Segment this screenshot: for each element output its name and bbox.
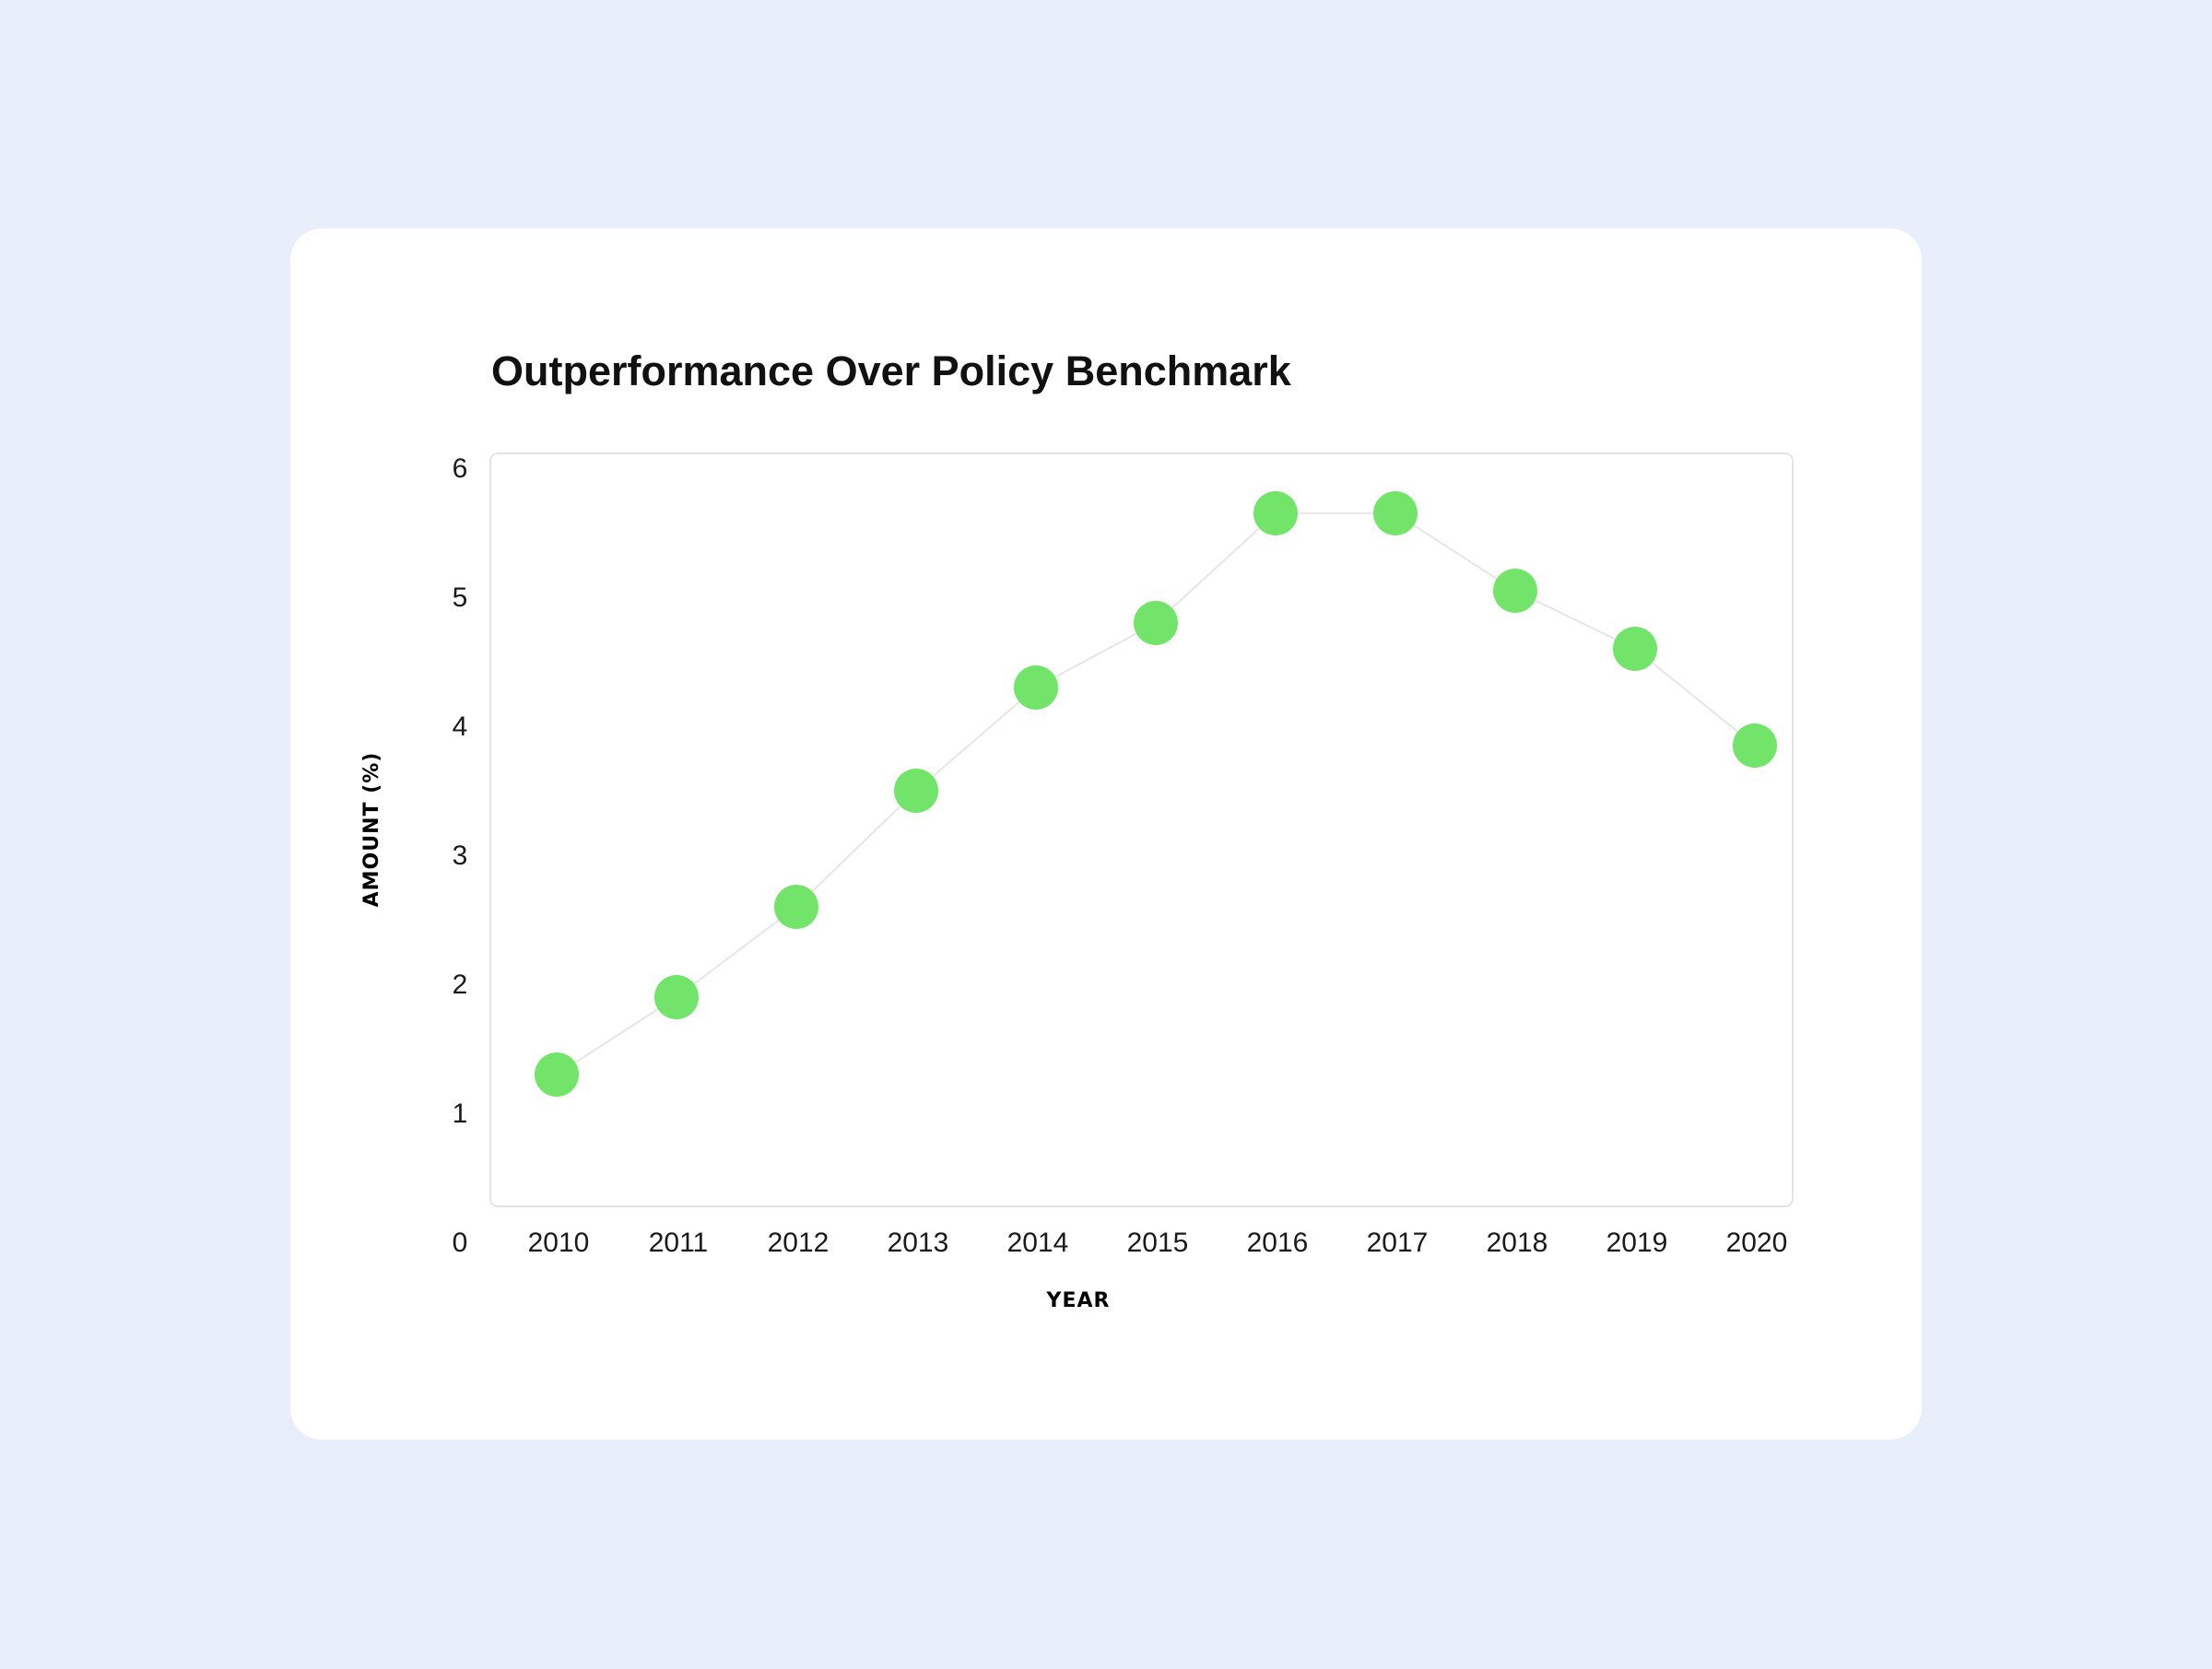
y-tick-label: 3 bbox=[453, 840, 468, 871]
x-tick-label: 2017 bbox=[1367, 1228, 1429, 1258]
data-point[interactable] bbox=[1493, 569, 1537, 613]
data-point[interactable] bbox=[1134, 601, 1178, 645]
data-point[interactable] bbox=[774, 885, 818, 929]
y-tick-label: 2 bbox=[453, 970, 468, 1000]
data-point[interactable] bbox=[654, 975, 699, 1019]
x-tick-label: 2011 bbox=[649, 1228, 709, 1258]
x-tick-label: 2013 bbox=[888, 1228, 949, 1258]
data-point[interactable] bbox=[1733, 723, 1777, 768]
data-point[interactable] bbox=[894, 769, 938, 813]
y-tick-label: 4 bbox=[453, 711, 468, 742]
x-tick-label: 2012 bbox=[768, 1228, 830, 1258]
y-tick-label: 6 bbox=[453, 453, 468, 484]
data-points bbox=[535, 491, 1777, 1097]
data-point[interactable] bbox=[1014, 665, 1058, 710]
data-point[interactable] bbox=[1613, 627, 1657, 671]
plot-area bbox=[489, 453, 1794, 1207]
y-axis-ticks: 0 1 2 3 4 5 6 bbox=[453, 453, 468, 1258]
x-tick-label: 2014 bbox=[1007, 1228, 1069, 1258]
y-tick-label: 1 bbox=[453, 1099, 468, 1129]
x-tick-label: 2019 bbox=[1606, 1228, 1668, 1258]
x-tick-label: 2016 bbox=[1247, 1228, 1309, 1258]
y-tick-label: 0 bbox=[453, 1228, 468, 1258]
y-axis-title: AMOUNT (%) bbox=[360, 752, 383, 908]
x-tick-label: 2015 bbox=[1127, 1228, 1189, 1258]
data-point[interactable] bbox=[1373, 491, 1418, 535]
data-point[interactable] bbox=[1253, 491, 1298, 535]
data-point[interactable] bbox=[535, 1052, 579, 1097]
x-axis-ticks: 2010 2011 2012 2013 2014 2015 2016 2017 2018 2019… bbox=[528, 1228, 1788, 1258]
x-axis-title: YEAR bbox=[1046, 1289, 1111, 1312]
x-tick-label: 2010 bbox=[528, 1228, 590, 1258]
y-tick-label: 5 bbox=[453, 582, 468, 613]
x-tick-label: 2020 bbox=[1726, 1228, 1788, 1258]
x-tick-label: 2018 bbox=[1487, 1228, 1548, 1258]
chart-title: Outperformance Over Policy Benchmark bbox=[491, 347, 1291, 394]
